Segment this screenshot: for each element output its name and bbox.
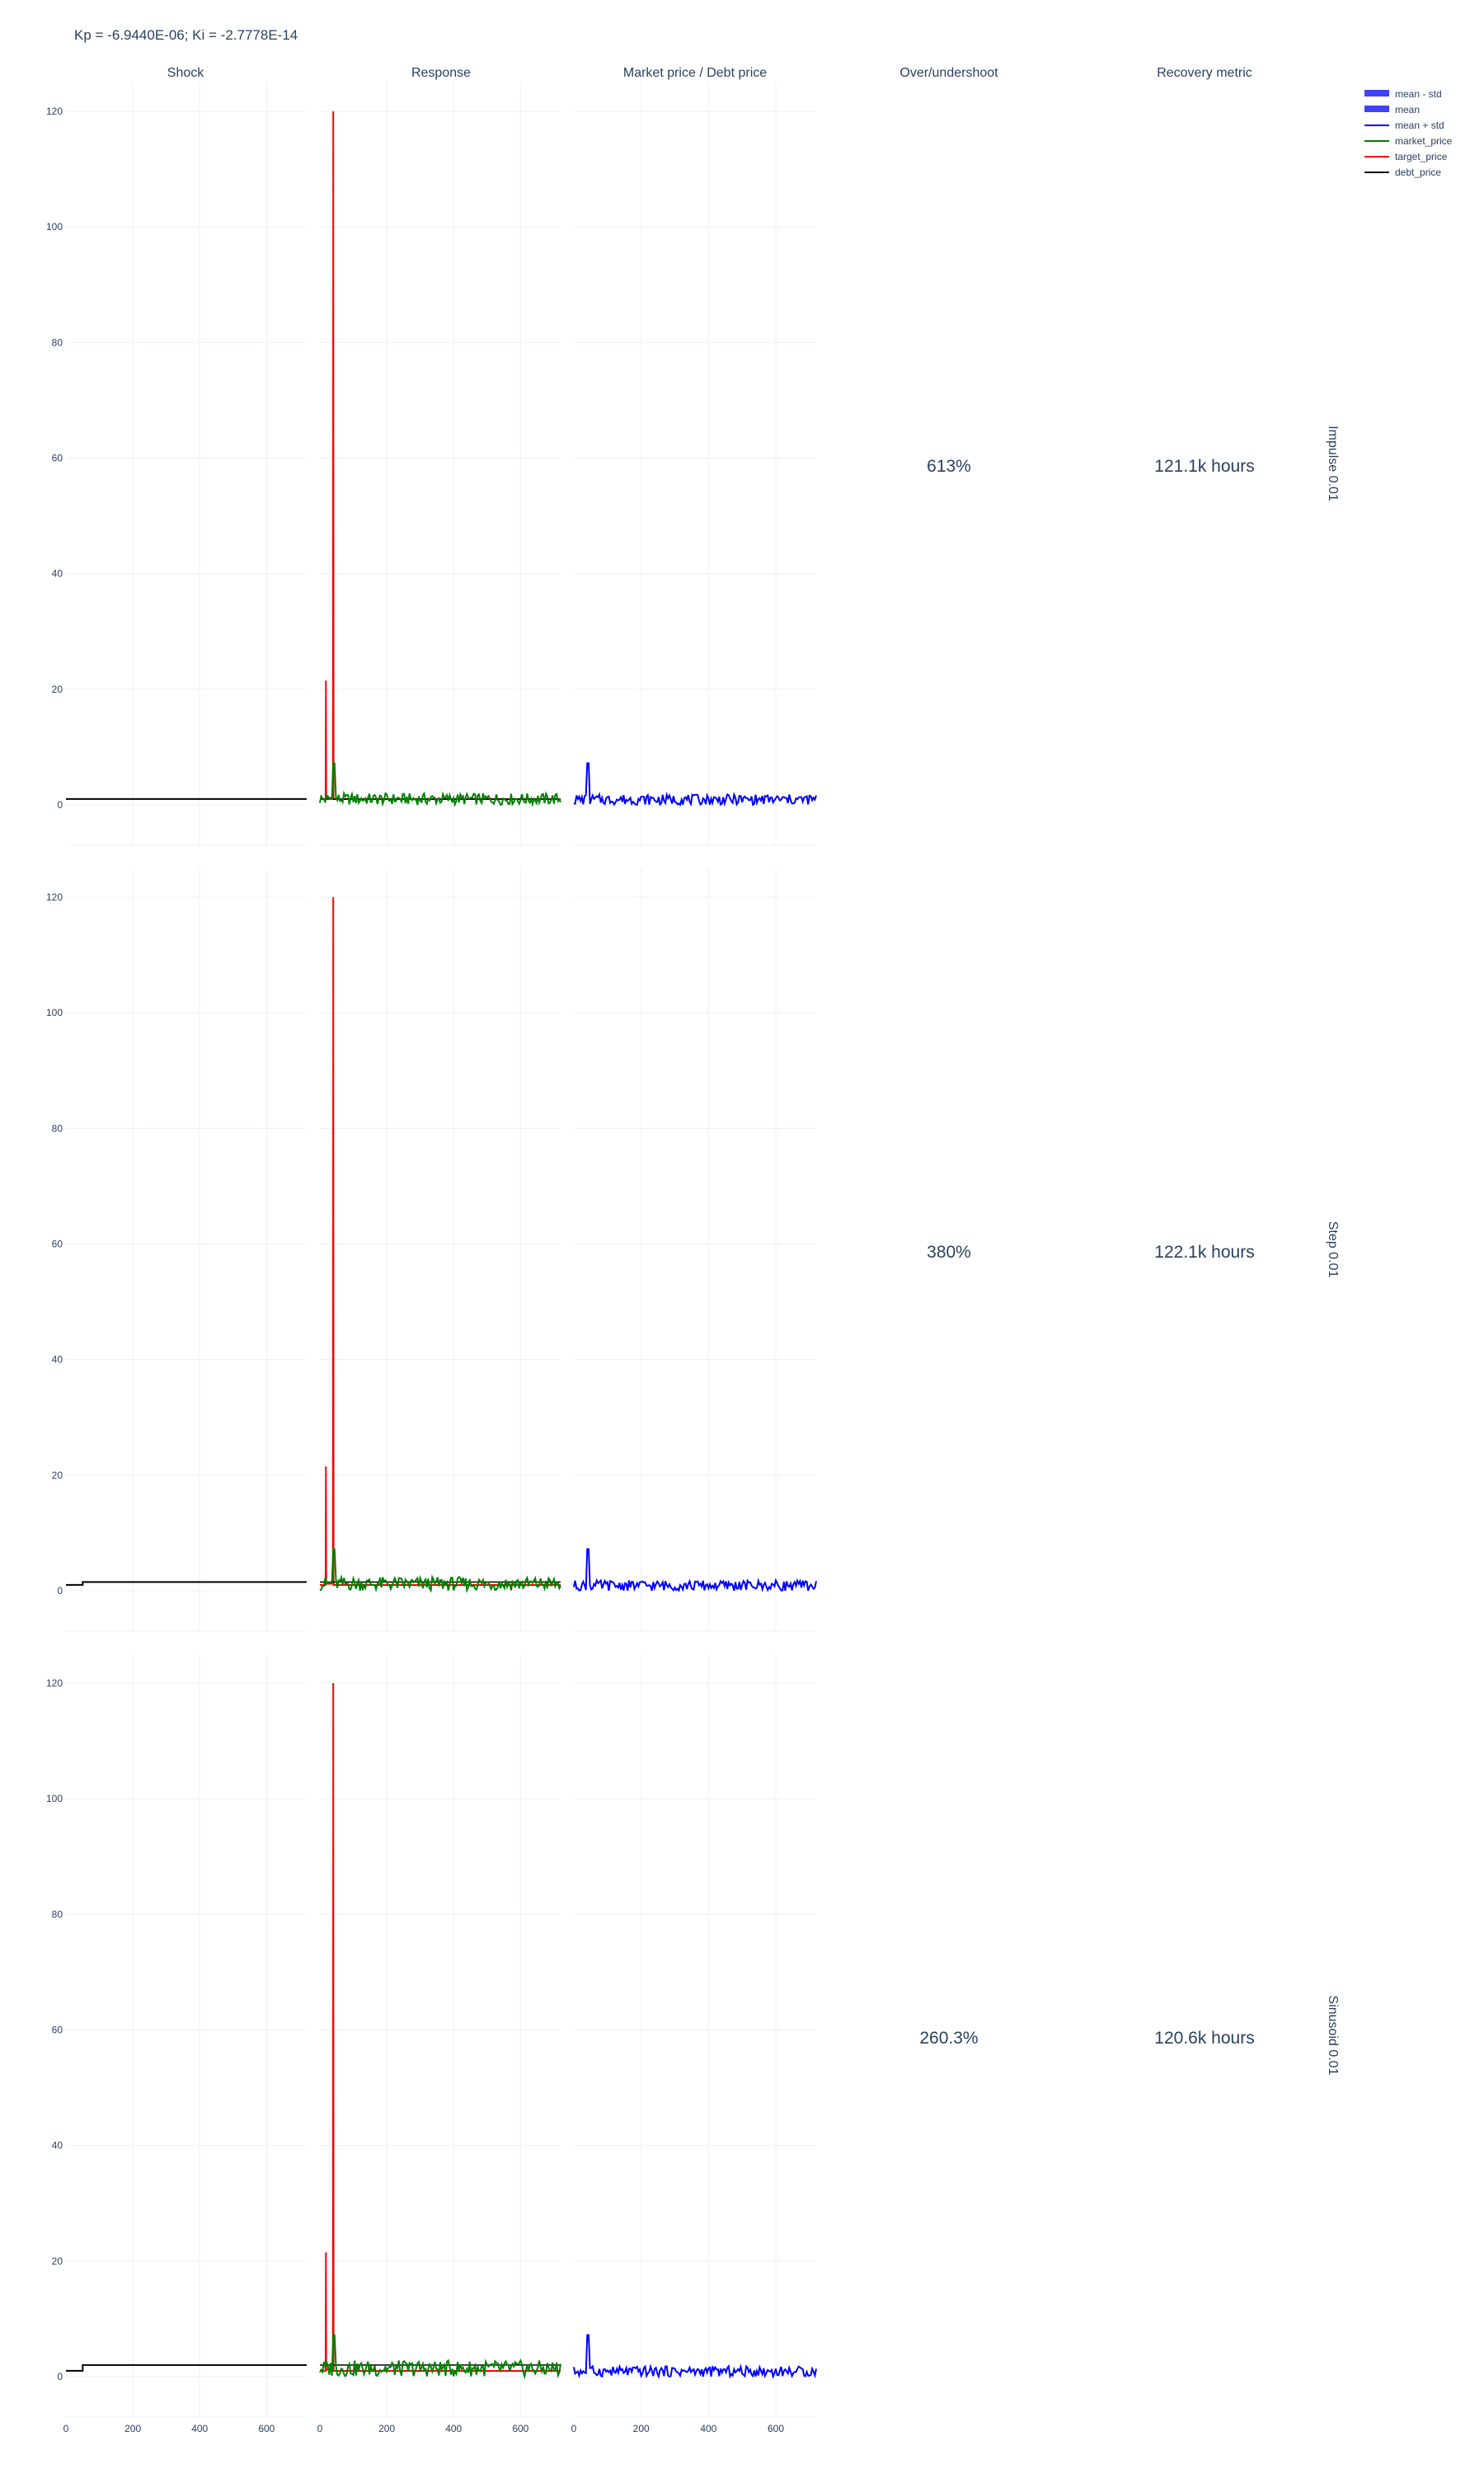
y-tick-label: 0 [57,799,63,811]
x-tick-label: 600 [512,2423,528,2434]
row-1-subplots: 0 20 40 60 80 100 120 [46,868,817,1632]
legend-label: mean [1395,104,1420,115]
legend-label: market_price [1395,135,1453,147]
y-tick-label: 100 [46,1793,63,1804]
column-title-overshoot: Over/undershoot [899,66,998,80]
subplot-r1-c0: 0 20 40 60 80 100 120 [46,868,307,1632]
legend-label: mean - std [1395,88,1442,100]
legend-label: mean + std [1395,120,1444,131]
subplot-r2-c0: 0 20 40 60 80 100 120 0 200 400 600 [46,1654,307,2434]
subplot-r2-c2: 0 200 400 600 [571,1654,816,2434]
y-tick-label: 80 [52,1122,63,1134]
y-tick-label: 80 [52,1908,63,1920]
subplot-r1-c1 [320,868,561,1632]
subplot-r0-c0: 0 20 40 60 80 100 120 [46,82,307,846]
row-label-sinusoid: Sinusoid 0.01 [1326,1996,1340,2076]
y-tick-label: 100 [46,221,63,233]
legend-swatch [1364,106,1389,112]
y-tick-label: 0 [57,1585,63,1597]
y-tick-label: 20 [52,684,63,695]
column-title-response: Response [411,66,471,80]
subplot-grid: 0 20 40 60 80 100 120 0 20 40 60 80 100 120 0 20 40 60 80 1… [46,82,817,2434]
figure-title: Kp = -6.9440E-06; Ki = -2.7778E-14 [74,27,298,43]
target-price-line [320,897,561,1586]
overshoot-step: 380% [927,1243,971,1262]
legend[interactable]: mean - std mean mean + std market_pricetarg… [1364,88,1453,178]
x-tick-label: 200 [378,2423,395,2434]
y-tick-label: 60 [52,1238,63,1249]
y-tick-label: 80 [52,336,63,348]
shock-debt-price-line [66,1581,307,1586]
legend-item[interactable]: mean [1364,104,1420,115]
subplot-r2-c1: 0 200 400 600 [317,1654,561,2434]
y-tick-label: 20 [52,1470,63,1481]
row-label-step: Step 0.01 [1326,1221,1340,1278]
target-price-line [320,1683,561,2372]
y-tick-label: 0 [57,2371,63,2382]
subplot-r0-c2 [574,82,816,846]
x-tick-label: 600 [258,2423,275,2434]
y-tick-label: 40 [52,2140,63,2152]
x-tick-label: 0 [63,2423,69,2434]
overshoot-impulse: 613% [927,457,971,476]
ratio-mean-line [573,1548,817,1592]
legend-item[interactable]: debt_price [1364,167,1441,178]
y-tick-label: 40 [52,1354,63,1366]
legend-item[interactable]: target_price [1364,151,1448,162]
row-2-subplots: 0 20 40 60 80 100 120 0 200 400 600 0 200 400 600 0 200 4… [46,1654,817,2434]
ratio-mean-line [573,2334,817,2379]
legend-item[interactable]: mean - std [1364,88,1442,100]
legend-swatch [1364,90,1389,96]
y-tick-label: 120 [46,1677,63,1689]
legend-item[interactable]: mean + std [1364,120,1444,131]
row-label-impulse: Impulse 0.01 [1326,426,1340,501]
market-price-line [319,762,561,807]
market-price-line [319,2334,561,2380]
recovery-sinusoid: 120.6k hours [1154,2029,1254,2048]
column-title-shock: Shock [167,66,204,80]
overshoot-sinusoid: 260.3% [919,2029,978,2048]
y-tick-label: 60 [52,2024,63,2035]
y-tick-label: 40 [52,568,63,580]
x-tick-label: 400 [700,2423,716,2434]
y-tick-label: 120 [46,891,63,903]
x-tick-label: 0 [317,2423,323,2434]
subplot-r1-c2 [574,868,816,1632]
market-price-line [319,1548,561,1594]
target-price-line [320,111,561,800]
recovery-step: 122.1k hours [1154,1243,1254,1262]
y-tick-label: 60 [52,452,63,463]
row-0-subplots: 0 20 40 60 80 100 120 [46,82,817,846]
y-tick-label: 20 [52,2255,63,2267]
y-tick-label: 100 [46,1007,63,1018]
x-tick-label: 400 [445,2423,462,2434]
x-tick-label: 0 [571,2423,577,2434]
y-tick-label: 120 [46,106,63,117]
x-tick-label: 200 [633,2423,650,2434]
ratio-mean-line [573,762,817,807]
legend-item[interactable]: market_price [1364,135,1453,147]
x-tick-label: 600 [768,2423,784,2434]
x-tick-label: 200 [124,2423,141,2434]
column-title-ratio: Market price / Debt price [623,66,767,80]
legend-label: debt_price [1395,167,1441,178]
shock-debt-price-line [66,2363,307,2372]
legend-label: target_price [1395,151,1448,162]
x-tick-label: 400 [191,2423,208,2434]
recovery-impulse: 121.1k hours [1154,457,1254,476]
subplot-r0-c1 [320,82,561,846]
column-title-recovery: Recovery metric [1157,66,1252,80]
